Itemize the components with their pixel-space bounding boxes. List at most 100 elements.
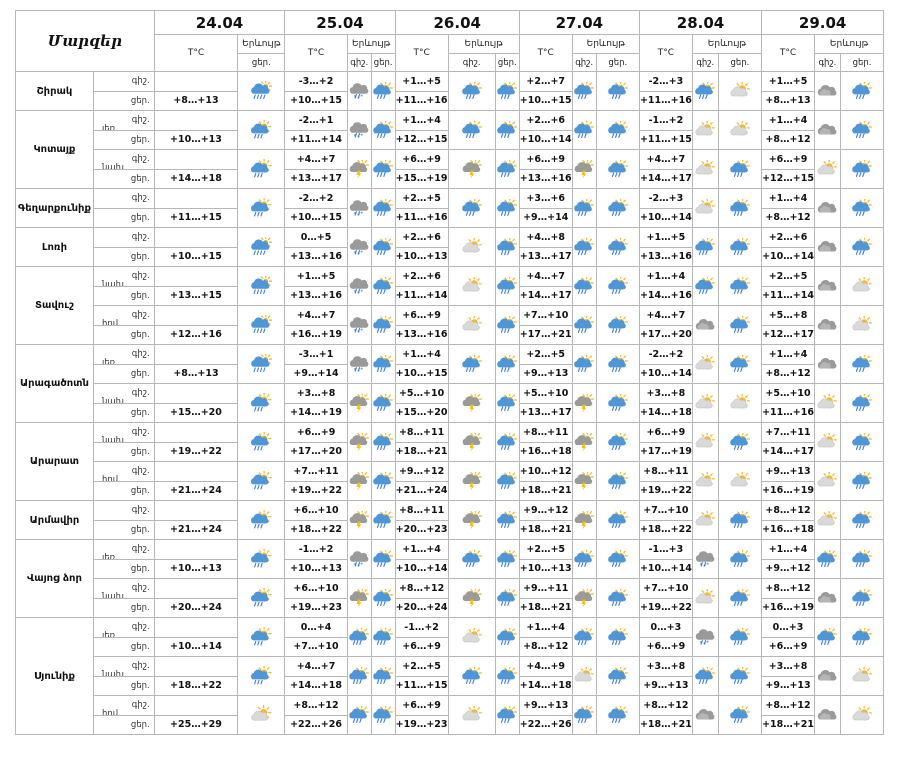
temperature-cell: +18…+21	[518, 519, 573, 540]
table-row: նախ. գիշ. +3…+8 +5…+10 +5…+10 +3…+8 +5…+10	[16, 383, 913, 423]
time-of-day-label: ցեր.	[130, 641, 150, 652]
table-row: լեռ.ցեր.+10…+13 +11…+14 +12…+15 +10…+14 +11……	[16, 129, 913, 150]
rain-sun-icon	[494, 383, 520, 423]
temperature-cell: +1…+4	[638, 266, 693, 287]
temperature-cell: +10…+14	[761, 246, 815, 267]
cloudy-icon	[813, 227, 841, 267]
rain-sun-icon	[691, 227, 719, 267]
storm-cloud-icon	[447, 422, 496, 462]
temperature-cell: +11…+16	[761, 402, 815, 423]
storm-cloud-icon	[346, 383, 372, 423]
temperature-cell: +4…+7	[518, 266, 573, 287]
night-column-header: գիշ.	[571, 53, 597, 72]
region-name: Արարատ	[15, 422, 94, 501]
storm-cloud-icon	[346, 500, 372, 540]
temperature-cell: +1…+4	[761, 188, 815, 209]
temperature-cell: +8…+12	[761, 500, 815, 521]
temperature-cell: +14…+17	[638, 168, 693, 189]
rain-sun-icon	[839, 227, 885, 267]
temperature-cell: +1…+4	[761, 539, 815, 560]
rain-sun-icon	[447, 110, 496, 150]
temperature-cell: +8…+11	[394, 500, 449, 521]
rain-sun-icon	[839, 149, 885, 189]
rain-sun-icon	[717, 695, 763, 735]
rain-sun-icon	[839, 110, 885, 150]
storm-cloud-icon	[346, 461, 372, 501]
time-of-day-label: ցեր.	[130, 290, 150, 301]
partly-cloudy-icon	[447, 617, 496, 657]
table-row: Արագածոտն լեռ. գիշ. -3…+1 +1…+4 +2…+5 -2…+2 +1……	[15, 344, 913, 423]
night-label: լեռ. գիշ.	[92, 110, 155, 131]
temperature-cell: +1…+4	[761, 344, 815, 365]
cloudy-icon	[813, 578, 841, 618]
rain-sun-icon	[839, 383, 885, 423]
night-label: գիշ.	[92, 227, 155, 248]
partly-cloudy-icon	[813, 149, 841, 189]
temperature-cell: -2…+3	[638, 71, 693, 92]
rain-cloud-icon	[237, 266, 286, 306]
temperature-cell: +8…+11	[638, 461, 693, 482]
table-row: նախ. գիշ. +6…+10 +8…+12 +9…+11 +7…+10 +8…+12	[16, 578, 913, 618]
temperature-cell: +16…+18	[518, 441, 573, 462]
snow-cloud-icon	[691, 617, 719, 657]
table-row: հով. գիշ. +7…+11 +9…+12 +10…+12 +8…+11 +9…+13	[16, 461, 913, 501]
temperature-cell: +10…+15	[518, 90, 573, 111]
forecast-body: Շիրակ գիշ. -3…+2 +1…+5 +2…+7 -2…+3 +1…+5 ցեր. +8…	[15, 71, 913, 735]
rain-sun-icon	[595, 383, 640, 423]
rain-sun-icon	[370, 578, 396, 618]
temp-column-header: T°C	[284, 34, 348, 72]
temperature-cell: +15…+19	[394, 168, 449, 189]
temperature-cell: +2…+6	[761, 227, 815, 248]
region-name: Արագածոտն	[15, 344, 94, 423]
temperature-cell: +18…+22	[153, 675, 239, 696]
temperature-cell: +10…+15	[284, 207, 348, 228]
temperature-cell: +3…+8	[761, 656, 815, 677]
rain-sun-icon	[717, 578, 763, 618]
rain-sun-icon	[595, 305, 640, 345]
temperature-cell: -1…+2	[284, 539, 348, 560]
rain-sun-icon	[494, 656, 520, 696]
temperature-cell	[153, 656, 239, 677]
rain-sun-icon	[494, 149, 520, 189]
rain-sun-icon	[717, 227, 763, 267]
temperature-cell: +1…+5	[394, 71, 449, 92]
storm-cloud-icon	[571, 149, 597, 189]
temperature-cell: +7…+11	[284, 461, 348, 482]
temperature-cell: +2…+6	[518, 110, 573, 131]
day-label: նախ.ցեր.	[92, 168, 155, 189]
rain-sun-icon	[494, 344, 520, 384]
rain-sun-icon	[595, 188, 640, 228]
time-of-day-label: ցեր.	[130, 134, 150, 145]
night-label: նախ. գիշ.	[92, 422, 155, 443]
temperature-cell: +6…+9	[638, 636, 693, 657]
rain-sun-icon	[595, 617, 640, 657]
night-label: լեռ. գիշ.	[92, 344, 155, 365]
rain-sun-icon	[595, 656, 640, 696]
temperature-cell: +4…+7	[284, 656, 348, 677]
temperature-cell: -2…+2	[284, 188, 348, 209]
rain-sun-icon	[370, 500, 396, 540]
rain-sun-icon	[237, 617, 286, 657]
temperature-cell	[153, 305, 239, 326]
night-label: գիշ.	[92, 71, 155, 92]
zone-label: նախ.	[101, 670, 127, 676]
time-of-day-label: ցեր.	[130, 173, 150, 184]
rain-sun-icon	[237, 539, 286, 579]
cloudy-icon	[813, 656, 841, 696]
time-of-day-label: ցեր.	[130, 563, 150, 574]
temperature-cell: +4…+7	[638, 149, 693, 170]
temperature-cell: +10…+14	[153, 636, 239, 657]
time-of-day-label: գիշ.	[131, 310, 150, 321]
temp-column-header: T°C	[761, 34, 815, 72]
temperature-cell: +10…+12	[518, 461, 573, 482]
temperature-cell: +8…+12	[761, 129, 815, 150]
temperature-cell: +16…+19	[761, 597, 815, 618]
temperature-cell: +14…+19	[284, 402, 348, 423]
temperature-cell: +13…+17	[518, 246, 573, 267]
table-row: լեռ.ցեր.+10…+14 +7…+10 +6…+9 +8…+12 +6…+9 +6……	[16, 636, 913, 657]
partly-cloudy-icon	[813, 461, 841, 501]
time-of-day-label: գիշ.	[131, 544, 150, 555]
rain-sun-icon	[595, 461, 640, 501]
table-row: Արմավիր գիշ. +6…+10 +8…+11 +9…+12 +7…+10 +8…+1…	[15, 500, 913, 540]
temperature-cell: +18…+21	[518, 480, 573, 501]
